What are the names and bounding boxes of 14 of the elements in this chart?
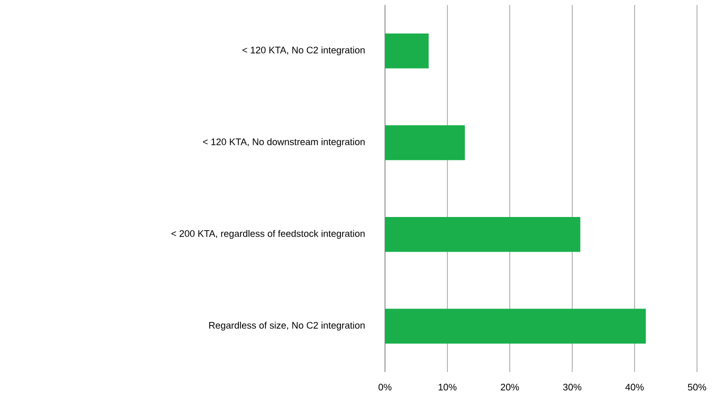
bar (385, 33, 429, 68)
bar (385, 308, 646, 344)
x-tick-label: 50% (688, 384, 706, 390)
x-tick-label: 0% (378, 384, 392, 390)
y-tick-label: Regardless of size, No C2 integration (209, 322, 365, 331)
bar (385, 216, 580, 252)
x-tick-label: 40% (625, 384, 644, 390)
y-tick-label: < 120 KTA, No C2 integration (242, 46, 365, 56)
x-tick-label: 10% (438, 384, 457, 390)
x-tick-label: 20% (500, 384, 519, 390)
y-tick-label: < 200 KTA, regardless of feedstock integration (171, 230, 365, 239)
x-tick-label: 30% (563, 384, 582, 390)
bar (385, 125, 465, 160)
y-tick-label: < 120 KTA, No downstream integration (203, 138, 365, 148)
